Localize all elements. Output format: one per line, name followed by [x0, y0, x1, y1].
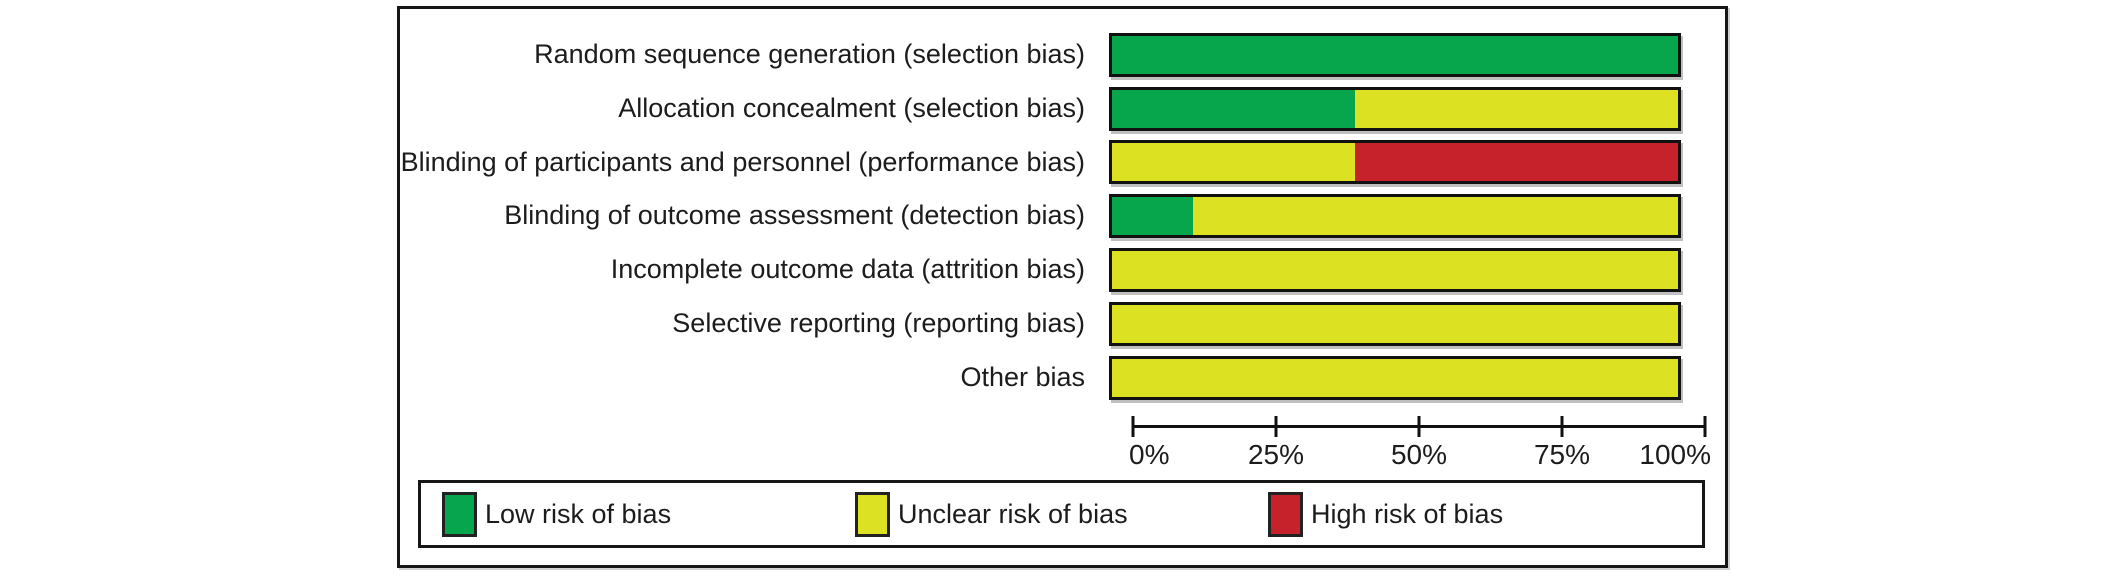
bar-segment-unclear-risk — [1112, 251, 1678, 290]
row-label: Allocation concealment (selection bias) — [618, 92, 1085, 123]
bar-row: Blinding of outcome assessment (detectio… — [400, 189, 1725, 243]
stacked-bar — [1109, 140, 1681, 185]
bar-segment-unclear-risk — [1112, 304, 1678, 343]
legend: Low risk of bias Unclear risk of bias High… — [418, 480, 1705, 548]
bar-segment-unclear-risk — [1112, 143, 1355, 182]
legend-swatch-unclear-risk — [855, 491, 890, 537]
x-axis-tick-label: 0% — [1129, 439, 1170, 470]
legend-label: High risk of bias — [1311, 498, 1504, 529]
bar-segment-unclear-risk — [1354, 89, 1678, 128]
x-axis: 0% 25% 50% 75% 100% — [1129, 409, 1711, 479]
row-label: Incomplete outcome data (attrition bias) — [610, 254, 1085, 285]
bar-row: Blinding of participants and personnel (… — [400, 136, 1725, 190]
x-axis-tick-label: 50% — [1390, 439, 1448, 470]
stacked-bar — [1109, 248, 1681, 293]
stacked-bar — [1109, 301, 1681, 346]
legend-item-low-risk: Low risk of bias — [442, 483, 671, 545]
bar-rows: Random sequence generation (selection bi… — [400, 28, 1725, 405]
bar-segment-high-risk — [1354, 143, 1678, 182]
x-axis-tick — [1131, 416, 1135, 437]
stacked-bar — [1109, 355, 1681, 400]
legend-item-high-risk: High risk of bias — [1268, 483, 1503, 545]
bar-row: Allocation concealment (selection bias) — [400, 82, 1725, 136]
row-label: Blinding of outcome assessment (detectio… — [504, 200, 1085, 231]
stacked-bar — [1109, 194, 1681, 239]
x-axis-tick-label: 75% — [1533, 439, 1591, 470]
bar-row: Selective reporting (reporting bias) — [400, 297, 1725, 351]
legend-label: Unclear risk of bias — [898, 498, 1128, 529]
x-axis-tick-label: 100% — [1639, 439, 1711, 470]
bar-segment-low-risk — [1112, 35, 1678, 74]
bar-segment-low-risk — [1112, 197, 1193, 236]
legend-label: Low risk of bias — [485, 498, 672, 529]
x-axis-tick — [1274, 416, 1278, 437]
x-axis-tick — [1560, 416, 1564, 437]
row-label: Selective reporting (reporting bias) — [672, 308, 1085, 339]
chart-frame: Random sequence generation (selection bi… — [397, 6, 1728, 568]
row-label: Random sequence generation (selection bi… — [534, 39, 1085, 70]
stacked-bar — [1109, 86, 1681, 131]
x-axis-tick — [1417, 416, 1421, 437]
legend-swatch-high-risk — [1268, 491, 1303, 537]
row-label: Blinding of participants and personnel (… — [400, 146, 1085, 177]
legend-swatch-low-risk — [442, 491, 477, 537]
stacked-bar — [1109, 32, 1681, 77]
bar-segment-unclear-risk — [1192, 197, 1678, 236]
bar-row: Random sequence generation (selection bi… — [400, 28, 1725, 82]
row-label: Other bias — [960, 361, 1085, 392]
bar-row: Other bias — [400, 351, 1725, 405]
bar-row: Incomplete outcome data (attrition bias) — [400, 243, 1725, 297]
x-axis-tick-label: 25% — [1247, 439, 1305, 470]
x-axis-tick — [1703, 416, 1707, 437]
bar-segment-low-risk — [1112, 89, 1355, 128]
legend-item-unclear-risk: Unclear risk of bias — [855, 483, 1128, 545]
bar-segment-unclear-risk — [1112, 358, 1678, 397]
